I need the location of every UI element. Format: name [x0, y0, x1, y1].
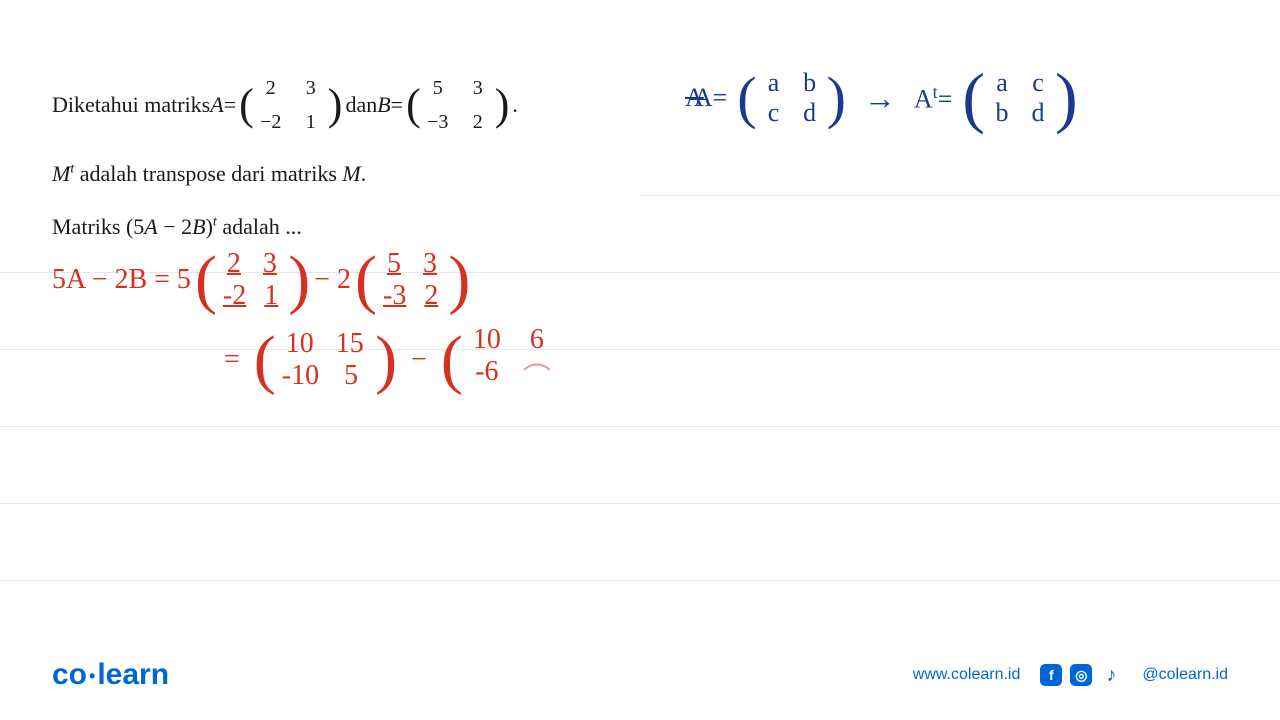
- blue-A-eq: A=: [694, 83, 727, 113]
- footer-handle: @colearn.id: [1142, 666, 1228, 684]
- text-dan: dan: [345, 87, 377, 122]
- var-M2: M: [342, 161, 360, 186]
- equals: =: [224, 87, 236, 122]
- close-paren: ): [206, 214, 213, 239]
- var-B2: B: [192, 214, 205, 239]
- instagram-icon[interactable]: ◎: [1070, 664, 1092, 686]
- red-lhs: 5A − 2B = 5: [52, 264, 191, 296]
- period: .: [512, 87, 518, 122]
- footer-right: www.colearn.id f ◎ ♪ @colearn.id: [913, 664, 1228, 686]
- red-matrix-A: ( 23 -21 ): [195, 248, 310, 312]
- blue-matrix-At: ( ac bd ): [962, 68, 1077, 128]
- red-matrix-5A: ( 1015 -105 ): [254, 328, 397, 392]
- social-icons: f ◎ ♪: [1040, 664, 1122, 686]
- text-adalah: adalah ...: [222, 214, 301, 239]
- sup-t2: t: [213, 215, 217, 230]
- red-minus: −: [411, 344, 427, 376]
- logo-co: co: [52, 658, 87, 691]
- logo-dot: •: [89, 666, 95, 686]
- arrow-icon: →: [864, 80, 896, 117]
- matrix-A: ( 23 −21 ): [239, 72, 342, 138]
- red-minus2: − 2: [314, 264, 351, 296]
- text-matriks: Matriks (5: [52, 214, 144, 239]
- blue-matrix-A: ( ab cd ): [737, 68, 846, 128]
- text-transpose: adalah transpose dari matriks: [80, 161, 343, 186]
- red-work: 5A − 2B = 5 ( 23 -21 ) − 2 ( 53 -32 ) = …: [52, 248, 565, 408]
- problem-line-2: Mt adalah transpose dari matriks M.: [52, 156, 1228, 191]
- red-matrix-2B: ( 106 -6⌒: [441, 324, 561, 396]
- var-B: B: [377, 87, 390, 122]
- footer-url: www.colearn.id: [913, 666, 1021, 684]
- text-minus: − 2: [158, 214, 192, 239]
- blue-annotation: A A= ( ab cd ) → At= ( ac bd ): [685, 68, 1078, 128]
- var-A: A: [210, 87, 223, 122]
- period-2: .: [361, 161, 367, 186]
- text-diketahui: Diketahui matriks: [52, 87, 210, 122]
- logo-learn: learn: [97, 658, 169, 691]
- footer: co•learn www.colearn.id f ◎ ♪ @colearn.i…: [0, 658, 1280, 692]
- var-M: M: [52, 161, 70, 186]
- blue-At: At=: [914, 82, 952, 115]
- problem-line-3: Matriks (5A − 2B)t adalah ...: [52, 209, 1228, 244]
- red-eq2: =: [224, 344, 240, 376]
- var-A2: A: [144, 214, 157, 239]
- red-matrix-B: ( 53 -32 ): [355, 248, 470, 312]
- brand-logo: co•learn: [52, 658, 169, 692]
- red-line-1: 5A − 2B = 5 ( 23 -21 ) − 2 ( 53 -32 ): [52, 248, 565, 312]
- sup-t: t: [70, 162, 74, 177]
- tiktok-icon[interactable]: ♪: [1100, 664, 1122, 686]
- facebook-icon[interactable]: f: [1040, 664, 1062, 686]
- matrix-B: ( 53 −32 ): [406, 72, 509, 138]
- red-line-2: = ( 1015 -105 ) − ( 106 -6⌒: [224, 324, 565, 396]
- equals-2: =: [391, 87, 403, 122]
